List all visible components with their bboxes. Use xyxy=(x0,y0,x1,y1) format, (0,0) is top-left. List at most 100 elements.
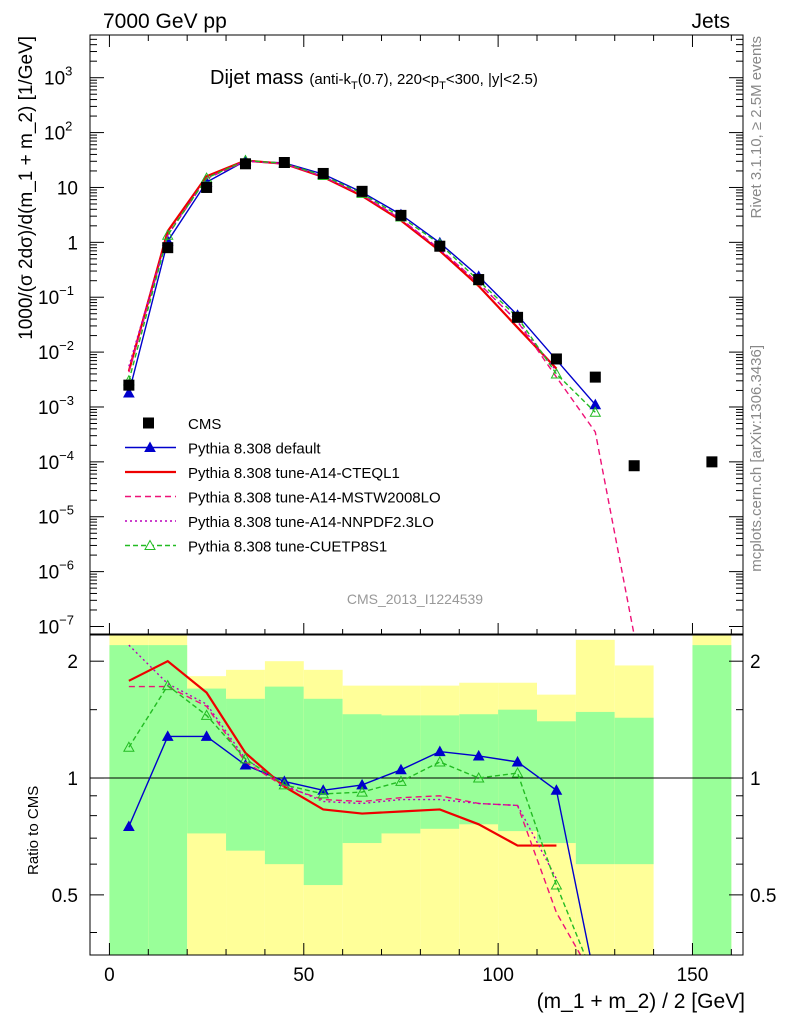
series-4-ratio-point-0 xyxy=(123,741,135,752)
legend-marker-cms xyxy=(143,417,154,429)
series-4-main-line xyxy=(128,159,596,413)
y-tick-label-9: 102 xyxy=(44,119,72,145)
title-sub-1: (anti-k xyxy=(309,71,351,88)
ratio-tick-label-right-1: 1 xyxy=(750,769,761,790)
main-series-lines xyxy=(123,154,635,635)
band-inner-12 xyxy=(575,711,615,865)
main-panel-frame xyxy=(89,34,744,636)
series-4-main-point-1 xyxy=(161,229,174,240)
energy-label: 7000 GeV pp xyxy=(103,10,227,33)
series-0-ratio-point-6 xyxy=(356,778,368,790)
legend-label-2: Pythia 8.308 tune-A14-MSTW2008LO xyxy=(188,490,441,507)
ratio-tick-label-1: 1 xyxy=(67,769,78,790)
y-tick-label-5: 10−2 xyxy=(38,338,74,364)
title-sub-3: (0.7), 220<p xyxy=(358,71,439,88)
legend-label-3: Pythia 8.308 tune-A14-NNPDF2.3LO xyxy=(188,514,434,531)
legend-marker-4 xyxy=(144,539,156,550)
y-tick-exp-0: −7 xyxy=(59,612,74,627)
y-tick-label-1: 10−6 xyxy=(38,558,74,584)
y-tick-base-2: 10 xyxy=(38,508,59,529)
cms-point-14 xyxy=(706,456,718,468)
y-tick-label-3: 10−4 xyxy=(38,448,74,474)
legend: CMS Pythia 8.308 default Pythia 8.308 tune… xyxy=(125,416,441,556)
x-tick-label-2: 100 xyxy=(482,965,514,986)
x-tick-label-1: 50 xyxy=(293,965,314,986)
analysis-id: CMS_2013_I1224539 xyxy=(347,591,483,607)
legend-label-cms: CMS xyxy=(188,416,221,433)
cms-point-1 xyxy=(162,242,174,254)
title-main: Dijet mass xyxy=(210,67,303,89)
band-inner-3 xyxy=(226,698,265,851)
series-4-ratio-point-12 xyxy=(590,976,600,985)
y-tick-base-8: 10 xyxy=(57,178,78,199)
x-tick-label-0: 0 xyxy=(104,965,115,986)
band-inner-13 xyxy=(614,717,654,865)
ratio-tick-label-0: 0.5 xyxy=(52,886,78,907)
x-axis-label: (m_1 + m_2) / 2 [GeV] xyxy=(537,990,745,1013)
series-0-ratio-point-3 xyxy=(239,759,252,770)
series-4-ratio-point-5 xyxy=(317,787,330,799)
series-2-main-line xyxy=(128,160,635,635)
cms-point-11 xyxy=(550,353,562,365)
cms-point-4 xyxy=(278,157,290,169)
y-tick-exp-1: −6 xyxy=(59,558,74,573)
series-1-ratio-line xyxy=(128,659,557,847)
cms-point-9 xyxy=(473,274,485,286)
cms-point-0 xyxy=(123,379,135,391)
y-tick-label-10: 103 xyxy=(44,64,72,90)
axes-ticks: 0 50 100 15010−710−610−510−410−310−210−1110… xyxy=(38,34,776,986)
category-label: Jets xyxy=(691,10,730,33)
series-3-ratio-line xyxy=(128,644,558,880)
series-1-main-line xyxy=(127,159,558,372)
y-tick-label-2: 10−5 xyxy=(38,503,74,529)
ratio-uncertainty-bands xyxy=(90,634,743,955)
y-tick-base-6: 10 xyxy=(38,288,59,309)
y-tick-label-0: 10−7 xyxy=(38,612,74,638)
y-tick-exp-5: −2 xyxy=(59,338,74,353)
cms-data-points xyxy=(123,157,718,472)
cms-point-6 xyxy=(356,185,368,197)
y-tick-base-3: 10 xyxy=(38,453,59,474)
y-tick-base-1: 10 xyxy=(38,563,59,584)
band-inner-15 xyxy=(692,645,732,955)
band-inner-10 xyxy=(498,709,537,832)
series-4-main-point-11 xyxy=(550,367,563,379)
series-2-ratio-line xyxy=(128,685,582,955)
cms-point-2 xyxy=(201,181,213,193)
band-inner-8 xyxy=(420,715,460,829)
series-4-ratio-point-4 xyxy=(278,778,291,790)
y-tick-exp-4: −3 xyxy=(59,393,74,408)
band-inner-6 xyxy=(342,714,382,844)
y-tick-base-0: 10 xyxy=(38,617,59,638)
cms-point-10 xyxy=(512,311,524,323)
ratio-tick-label-right-0: 0.5 xyxy=(750,886,776,907)
x-tick-label-3: 150 xyxy=(677,965,709,986)
series-4-ratio-point-1 xyxy=(161,679,174,691)
series-4-ratio-point-9 xyxy=(472,772,485,783)
series-4-ratio-point-2 xyxy=(200,709,213,720)
legend-marker-0 xyxy=(144,441,156,452)
y-tick-exp-3: −4 xyxy=(59,448,74,463)
y-tick-exp-10: 3 xyxy=(65,64,72,79)
legend-label-0: Pythia 8.308 default xyxy=(188,441,321,458)
y-tick-label-6: 10−1 xyxy=(38,283,74,309)
y-tick-base-7: 1 xyxy=(67,233,78,254)
cms-point-12 xyxy=(589,371,601,383)
series-0-ratio-point-2 xyxy=(200,730,213,741)
title-sub-4: T xyxy=(439,80,446,92)
cms-point-13 xyxy=(628,460,640,472)
series-4-ratio-point-11 xyxy=(550,879,563,890)
ratio-series-lines xyxy=(123,644,600,985)
series-0-main-point-0 xyxy=(123,386,135,398)
site-label: mcplots.cern.ch [arXiv:1306.3436] xyxy=(748,345,765,572)
cms-point-7 xyxy=(395,209,407,221)
y-tick-base-5: 10 xyxy=(38,343,59,364)
series-0-ratio-point-9 xyxy=(472,749,485,761)
legend-label-4: Pythia 8.308 tune-CUETP8S1 xyxy=(188,539,387,556)
y-tick-base-9: 10 xyxy=(44,124,65,145)
series-4-ratio-point-6 xyxy=(356,786,368,797)
series-0-ratio-point-0 xyxy=(123,820,135,832)
series-4-ratio-point-3 xyxy=(239,752,252,764)
cms-point-8 xyxy=(434,240,446,252)
title-sub-5: <300, |y|<2.5) xyxy=(446,71,538,88)
